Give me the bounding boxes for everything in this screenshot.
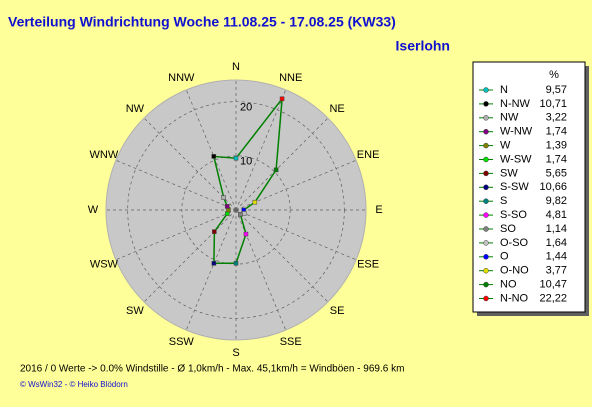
legend-value: 5,65	[546, 167, 567, 179]
r-tick-label: 10	[240, 156, 252, 168]
location: Iserlohn	[396, 38, 450, 54]
wind-point	[252, 199, 258, 205]
legend-name: SW	[500, 167, 518, 179]
legend-value: 3,77	[546, 265, 567, 277]
legend-value: 1,64	[546, 237, 567, 249]
legend-marker	[483, 295, 489, 302]
legend-name: N-NO	[500, 292, 529, 304]
legend-name: NO	[500, 279, 517, 291]
footer: 2016 / 0 Werte -> 0.0% Windstille - Ø 1,…	[20, 364, 404, 375]
wind-point	[238, 212, 243, 217]
direction-label: N	[232, 61, 240, 73]
direction-label: SW	[126, 305, 144, 317]
direction-label: NE	[329, 103, 344, 115]
legend-value: 10,66	[539, 181, 567, 193]
grid-circle	[127, 101, 345, 319]
wind-point	[233, 155, 239, 161]
legend-header: %	[549, 69, 559, 81]
direction-label: SSW	[169, 336, 195, 348]
spoke	[115, 159, 237, 211]
legend-value: 1,74	[546, 153, 567, 165]
legend-value: 1,44	[546, 251, 567, 263]
legend-value: 1,74	[546, 126, 567, 138]
legend-value: 1,39	[546, 140, 567, 152]
legend-name: SO	[500, 223, 516, 235]
legend-marker	[483, 226, 489, 232]
legend-marker	[483, 184, 489, 191]
legend-name: O-SO	[500, 237, 529, 249]
direction-label: NW	[126, 103, 145, 115]
wind-point	[241, 211, 247, 216]
legend-marker	[483, 156, 489, 163]
direction-label: SE	[330, 305, 345, 317]
wind-point	[243, 231, 249, 237]
legend-marker	[483, 212, 489, 218]
wind-point	[211, 154, 217, 159]
legend-marker	[483, 240, 489, 246]
direction-label: W	[88, 204, 99, 216]
legend-value: 10,47	[539, 279, 567, 291]
r-tick-label: 20	[240, 102, 252, 114]
legend-name: S-SW	[500, 181, 529, 193]
legend-value: 9,57	[546, 84, 567, 96]
legend-marker	[483, 170, 489, 177]
legend-name: NW	[500, 112, 519, 124]
legend-value: 1,14	[546, 223, 567, 235]
wind-point	[279, 96, 285, 102]
direction-label: WSW	[90, 259, 119, 271]
legend-marker	[483, 101, 489, 107]
direction-label: SSE	[280, 336, 302, 348]
legend-value: 3,22	[546, 112, 567, 124]
legend-name: S	[500, 195, 507, 207]
direction-label: WNW	[90, 149, 119, 161]
legend-marker	[483, 198, 489, 204]
direction-label: E	[375, 204, 382, 216]
legend-marker	[483, 87, 489, 93]
direction-label: NNW	[168, 72, 195, 84]
spoke	[115, 209, 237, 261]
wind-point	[212, 229, 217, 234]
legend-value: 10,71	[539, 98, 567, 110]
direction-label: NNE	[279, 72, 302, 84]
legend-marker	[483, 254, 489, 260]
direction-label: S	[232, 347, 239, 359]
legend-name: W-NW	[500, 126, 533, 138]
wind-point	[225, 204, 230, 209]
direction-label: ENE	[357, 149, 380, 161]
legend-name: W	[500, 140, 511, 152]
legend-name: W-SW	[500, 153, 532, 165]
legend-marker	[483, 267, 489, 274]
legend-marker	[483, 115, 489, 121]
legend-marker	[483, 128, 489, 135]
wind-point	[273, 167, 279, 173]
legend-name: O-NO	[500, 265, 529, 277]
legend-name: N	[500, 84, 508, 96]
wind-point	[233, 260, 239, 266]
wind-point	[211, 261, 217, 266]
direction-label: ESE	[357, 259, 379, 271]
legend-value: 4,81	[546, 209, 567, 221]
spoke	[143, 117, 237, 211]
legend-name: O	[500, 251, 509, 263]
spoke	[185, 89, 237, 211]
chart-title: Verteilung Windrichtung Woche 11.08.25 -…	[8, 14, 396, 30]
legend-value: 22,22	[539, 292, 567, 304]
legend-value: 9,82	[546, 195, 567, 207]
legend-marker	[483, 142, 489, 149]
credit: © WsWin32 - © Heiko Blödorn	[20, 380, 128, 389]
legend-name: N-NW	[500, 98, 531, 110]
wind-point	[221, 195, 226, 200]
legend-name: S-SO	[500, 209, 527, 221]
legend-marker	[483, 281, 489, 288]
